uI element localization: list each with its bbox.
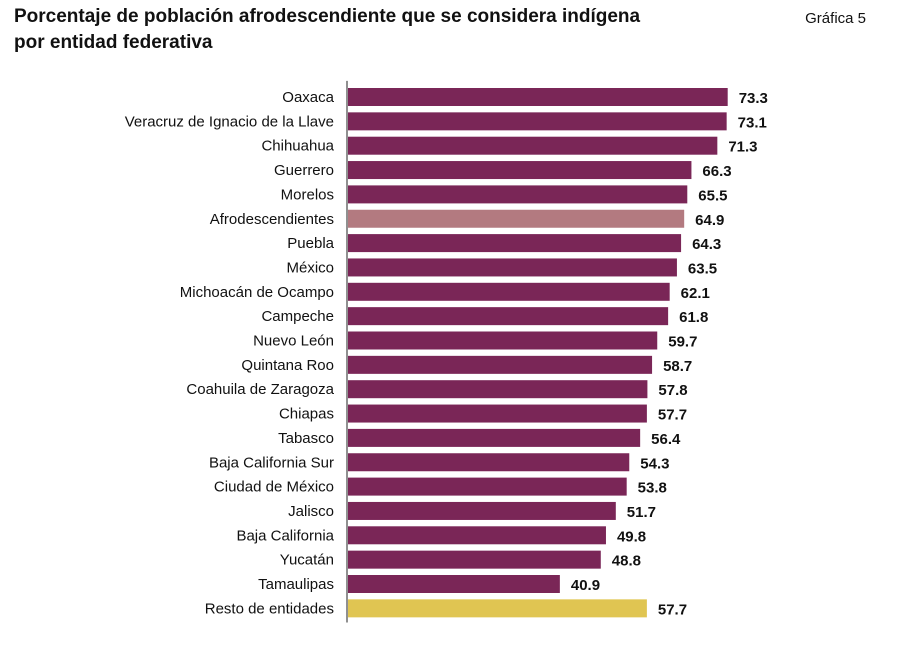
value-label: 58.7 <box>663 358 692 375</box>
value-label: 73.1 <box>738 114 767 131</box>
category-label: Veracruz de Ignacio de la Llave <box>125 113 334 130</box>
bar <box>348 380 648 399</box>
value-label: 49.8 <box>617 528 646 545</box>
bar <box>348 234 682 253</box>
bar <box>348 575 560 593</box>
category-label: México <box>286 259 334 276</box>
category-label: Quintana Roo <box>241 357 334 374</box>
value-label: 61.8 <box>679 309 708 326</box>
value-label: 62.1 <box>681 285 710 302</box>
category-label: Chiapas <box>279 406 334 423</box>
category-label: Resto de entidades <box>205 600 334 617</box>
category-label: Jalisco <box>288 503 334 520</box>
value-label: 57.8 <box>658 382 687 399</box>
category-label: Ciudad de México <box>214 479 334 496</box>
bar <box>348 88 728 106</box>
category-label: Oaxaca <box>282 89 334 106</box>
value-label: 71.3 <box>728 139 757 156</box>
chart-title-line-2: por entidad federativa <box>14 32 213 53</box>
bar <box>348 453 630 472</box>
value-label: 53.8 <box>638 480 667 497</box>
value-label: 59.7 <box>668 334 697 351</box>
value-label: 54.3 <box>640 455 669 472</box>
category-label: Baja California <box>236 527 334 544</box>
bar <box>348 550 601 569</box>
bar <box>348 282 670 301</box>
value-label: 66.3 <box>702 163 731 180</box>
category-label: Coahuila de Zaragoza <box>186 381 334 398</box>
figure-reference: Gráfica 5 <box>805 10 866 27</box>
bar <box>348 355 653 374</box>
value-label: 51.7 <box>627 504 656 521</box>
bar <box>348 404 647 423</box>
category-label: Campeche <box>261 308 334 325</box>
value-label: 64.9 <box>695 212 724 229</box>
bar <box>348 599 647 618</box>
category-label: Afrodescendientes <box>210 211 334 228</box>
value-label: 57.7 <box>658 407 687 424</box>
bar <box>348 136 718 155</box>
bar <box>348 209 685 228</box>
value-label: 73.3 <box>739 90 768 107</box>
category-label: Chihuahua <box>261 138 334 155</box>
category-label: Baja California Sur <box>209 454 334 471</box>
bar <box>348 161 692 180</box>
category-label: Nuevo León <box>253 333 334 350</box>
bar <box>348 428 641 447</box>
bar <box>348 185 688 204</box>
bar <box>348 307 669 326</box>
category-label: Tabasco <box>278 430 334 447</box>
value-label: 56.4 <box>651 431 681 448</box>
bar <box>348 258 677 277</box>
category-label: Morelos <box>281 186 334 203</box>
category-label: Puebla <box>287 235 334 252</box>
bar <box>348 501 616 520</box>
value-label: 57.7 <box>658 601 687 618</box>
value-label: 64.3 <box>692 236 721 253</box>
value-label: 48.8 <box>612 553 641 570</box>
chart-title-line-1: Porcentaje de población afrodescendiente… <box>14 6 641 27</box>
bar <box>348 331 658 350</box>
bar <box>348 112 727 131</box>
bar <box>348 526 606 545</box>
value-label: 40.9 <box>571 577 600 594</box>
category-label: Guerrero <box>274 162 334 179</box>
value-label: 65.5 <box>698 187 727 204</box>
category-label: Michoacán de Ocampo <box>180 284 334 301</box>
chart-title: Porcentaje de población afrodescendiente… <box>14 4 734 56</box>
category-label: Tamaulipas <box>258 576 334 593</box>
category-label: Yucatán <box>280 552 334 569</box>
value-label: 63.5 <box>688 260 717 277</box>
bar <box>348 477 627 496</box>
